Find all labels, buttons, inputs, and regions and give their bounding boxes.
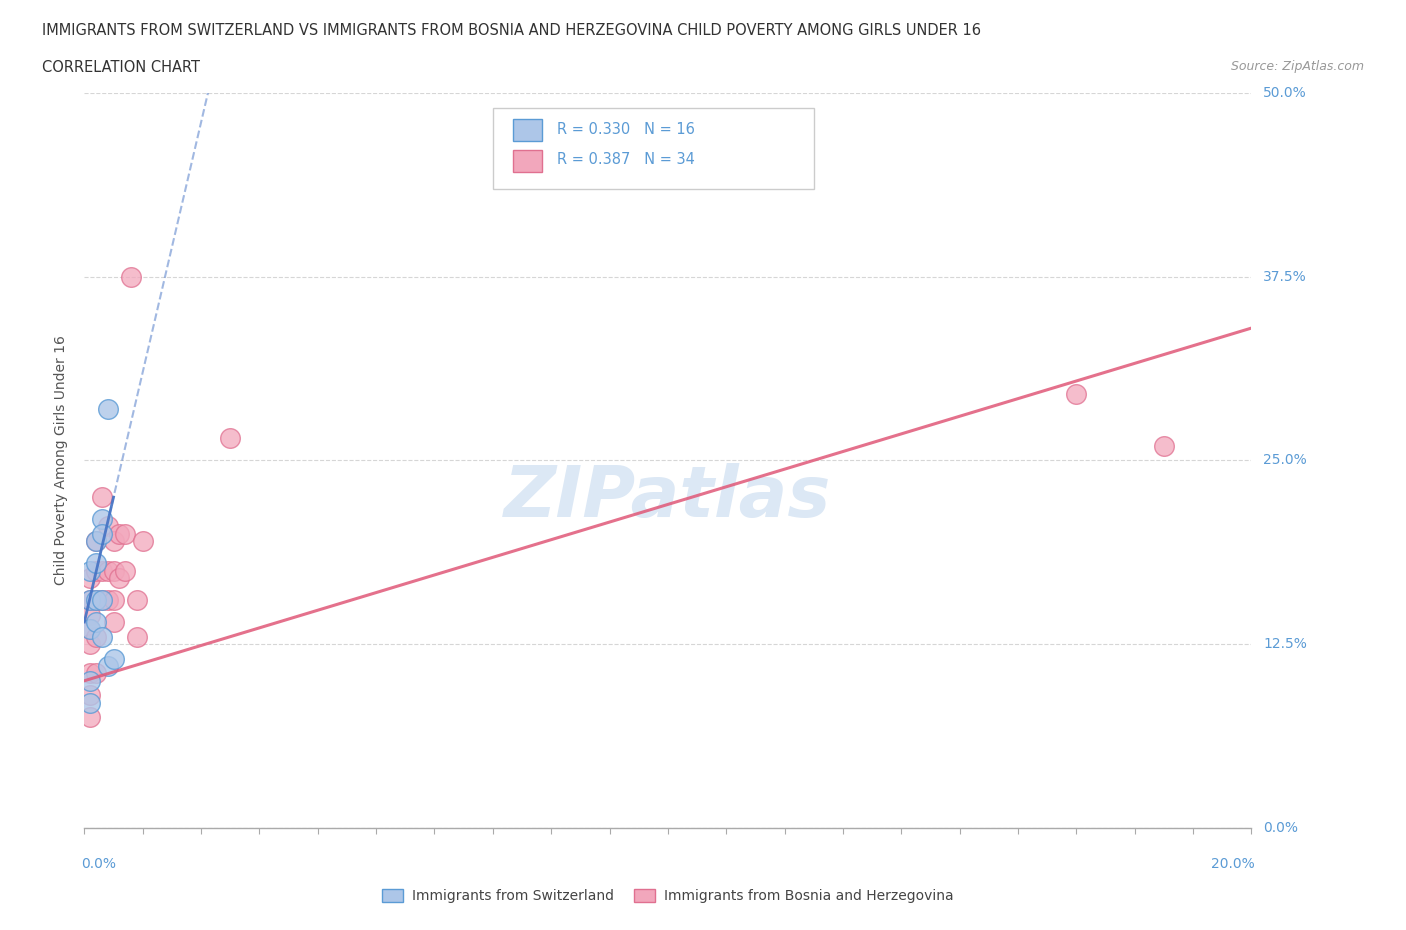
Text: ZIPatlas: ZIPatlas: [505, 462, 831, 532]
Point: [1153, 438, 1175, 453]
Point: [79, 564, 101, 578]
Point: [79, 592, 101, 607]
Point: [79, 711, 101, 725]
Point: [90, 512, 112, 526]
Point: [108, 570, 131, 585]
Point: [97, 519, 120, 534]
Point: [90, 592, 112, 607]
Text: IMMIGRANTS FROM SWITZERLAND VS IMMIGRANTS FROM BOSNIA AND HERZEGOVINA CHILD POVE: IMMIGRANTS FROM SWITZERLAND VS IMMIGRANT…: [42, 23, 981, 38]
Point: [125, 630, 148, 644]
Point: [103, 592, 125, 607]
Bar: [513, 119, 541, 140]
Point: [132, 534, 155, 549]
Point: [79, 673, 101, 688]
Point: [90, 564, 112, 578]
Point: [97, 592, 120, 607]
Point: [84, 592, 107, 607]
Point: [79, 688, 101, 703]
Point: [103, 564, 125, 578]
Text: 50.0%: 50.0%: [1263, 86, 1306, 100]
Point: [84, 666, 107, 681]
Point: [114, 526, 136, 541]
Text: 20.0%: 20.0%: [1211, 857, 1254, 871]
Text: 12.5%: 12.5%: [1263, 637, 1308, 651]
Point: [79, 570, 101, 585]
Point: [103, 651, 125, 666]
Point: [90, 526, 112, 541]
Point: [79, 637, 101, 652]
Point: [103, 615, 125, 630]
Text: 0.0%: 0.0%: [82, 857, 115, 871]
Point: [84, 630, 107, 644]
Text: 37.5%: 37.5%: [1263, 270, 1306, 284]
Point: [90, 490, 112, 505]
Point: [125, 592, 148, 607]
Point: [90, 592, 112, 607]
Text: 0.0%: 0.0%: [1263, 820, 1298, 835]
Point: [97, 402, 120, 417]
Point: [79, 622, 101, 637]
Point: [79, 622, 101, 637]
Point: [84, 564, 107, 578]
Y-axis label: Child Poverty Among Girls Under 16: Child Poverty Among Girls Under 16: [55, 336, 69, 585]
Point: [84, 556, 107, 571]
Legend: Immigrants from Switzerland, Immigrants from Bosnia and Herzegovina: Immigrants from Switzerland, Immigrants …: [377, 884, 959, 909]
FancyBboxPatch shape: [494, 108, 814, 189]
Text: CORRELATION CHART: CORRELATION CHART: [42, 60, 200, 75]
Point: [1066, 387, 1088, 402]
Point: [120, 270, 142, 285]
Point: [97, 658, 120, 673]
Point: [84, 534, 107, 549]
Text: R = 0.387   N = 34: R = 0.387 N = 34: [557, 153, 695, 167]
Point: [97, 564, 120, 578]
Point: [90, 630, 112, 644]
Point: [79, 607, 101, 622]
Text: 25.0%: 25.0%: [1263, 453, 1306, 468]
Point: [103, 534, 125, 549]
Point: [219, 431, 242, 445]
Point: [79, 592, 101, 607]
Text: R = 0.330   N = 16: R = 0.330 N = 16: [557, 122, 695, 137]
Point: [79, 666, 101, 681]
Point: [114, 564, 136, 578]
Bar: [513, 150, 541, 172]
Point: [84, 615, 107, 630]
Point: [84, 534, 107, 549]
Point: [79, 696, 101, 711]
Point: [108, 526, 131, 541]
Text: Source: ZipAtlas.com: Source: ZipAtlas.com: [1230, 60, 1364, 73]
Point: [84, 592, 107, 607]
